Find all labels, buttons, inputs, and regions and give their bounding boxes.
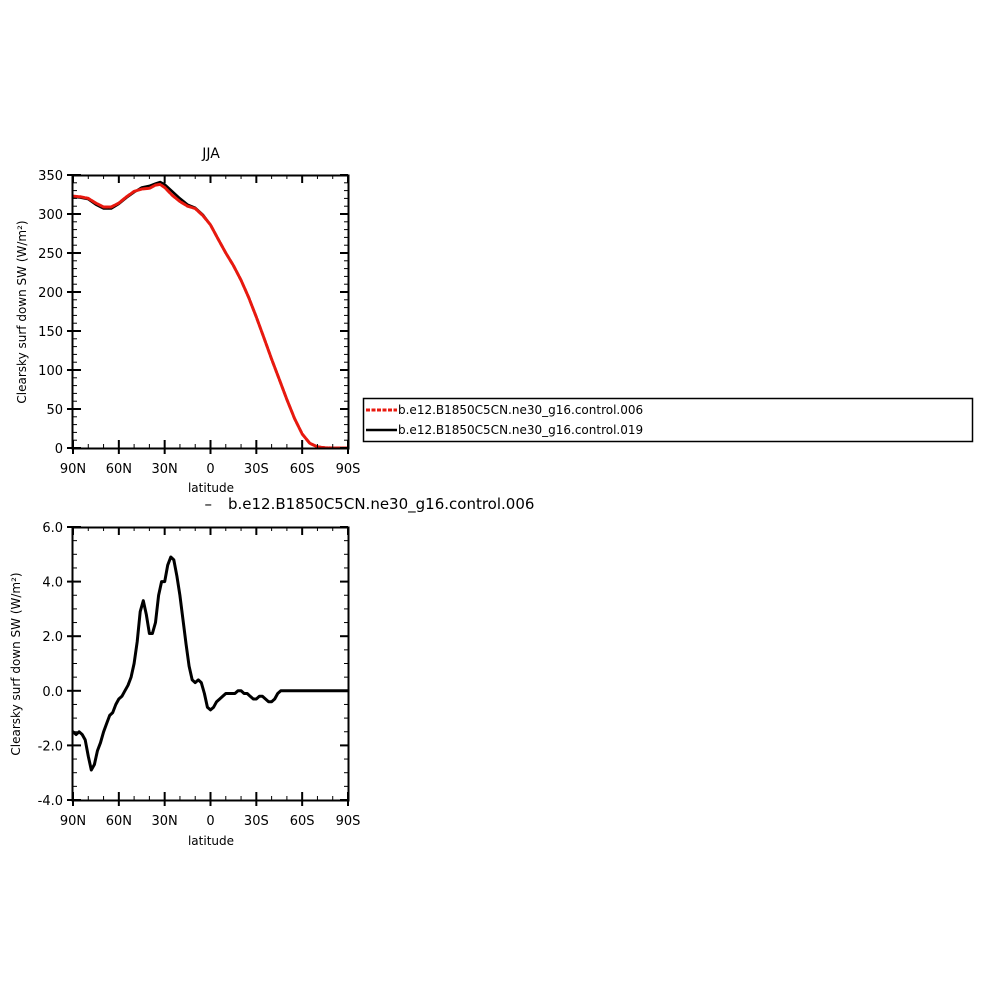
- bottom-series-group: [71, 555, 350, 772]
- bottom-x-tick-label: 30S: [244, 814, 269, 829]
- top-x-tick-label: 30N: [152, 462, 178, 477]
- top-plot-frame: [71, 174, 350, 450]
- top-y-tick-label: 350: [38, 169, 63, 184]
- top-y-axis-label: Clearsky surf down SW (W/m²): [15, 220, 29, 403]
- bottom-x-tick-label: 30N: [152, 814, 178, 829]
- top-x-axis-label: latitude: [188, 481, 234, 495]
- top-y-tick-label: 0: [55, 442, 63, 457]
- bottom-y-tick-label: -4.0: [38, 794, 63, 809]
- top-y-tick-label: 100: [38, 364, 63, 379]
- bottom-x-tick-label: 60S: [290, 814, 315, 829]
- top-y-tick-label: 300: [38, 208, 63, 223]
- legend-label-006: b.e12.B1850C5CN.ne30_g16.control.006: [398, 403, 643, 417]
- top-series-line-1: [71, 180, 350, 450]
- top-y-tick-label: 250: [38, 247, 63, 262]
- top-x-tick-label: 60S: [290, 462, 315, 477]
- top-x-tick-label: 30S: [244, 462, 269, 477]
- bottom-plot-frame: [71, 526, 350, 802]
- bottom-x-tick-label: 60N: [106, 814, 132, 829]
- bottom-chart-title: b.e12.B1850C5CN.ne30_g16.control.006: [228, 495, 534, 514]
- bottom-chart-title-marker: –: [205, 495, 213, 513]
- top-y-tick-label: 200: [38, 286, 63, 301]
- top-y-tick-label: 50: [46, 403, 63, 418]
- bottom-y-tick-label: -2.0: [38, 739, 63, 754]
- bottom-x-tick-label: 0: [206, 814, 214, 829]
- top-chart-title: JJA: [201, 146, 220, 162]
- bottom-y-axis-label: Clearsky surf down SW (W/m²): [9, 572, 23, 755]
- top-series-group: [71, 180, 350, 450]
- bottom-x-tick-label: 90N: [60, 814, 86, 829]
- top-x-tick-label: 90S: [336, 462, 361, 477]
- top-x-tick-label: 90N: [60, 462, 86, 477]
- bottom-series-line-0: [71, 555, 350, 772]
- bottom-y-tick-label: 6.0: [42, 521, 63, 536]
- top-x-tick-label: 60N: [106, 462, 132, 477]
- top-series-line-0: [71, 182, 350, 450]
- bottom-panel: – b.e12.B1850C5CN.ne30_g16.control.006 -…: [9, 495, 534, 848]
- bottom-x-axis-label: latitude: [188, 834, 234, 848]
- bottom-tick-group: -4.0 -2.0 0.0 2.0 4.0 6.0 90N 60N 30N 0 30S 60S 90S: [38, 521, 361, 829]
- top-panel: JJA 0 50 100 150 200 250 300 350 90N 60N 30N 0 30S 60…: [15, 146, 360, 495]
- bottom-y-tick-label: 4.0: [42, 576, 63, 591]
- legend: b.e12.B1850C5CN.ne30_g16.control.006 b.e…: [362, 397, 974, 443]
- bottom-y-tick-label: 0.0: [42, 685, 63, 700]
- bottom-y-tick-label: 2.0: [42, 630, 63, 645]
- legend-box: [362, 397, 974, 443]
- legend-label-019: b.e12.B1850C5CN.ne30_g16.control.019: [398, 423, 643, 437]
- top-y-tick-label: 150: [38, 325, 63, 340]
- top-tick-group: 0 50 100 150 200 250 300 350 90N 60N 30N 0 30S 60S 90S: [38, 169, 360, 477]
- bottom-x-tick-label: 90S: [336, 814, 361, 829]
- top-x-tick-label: 0: [206, 462, 214, 477]
